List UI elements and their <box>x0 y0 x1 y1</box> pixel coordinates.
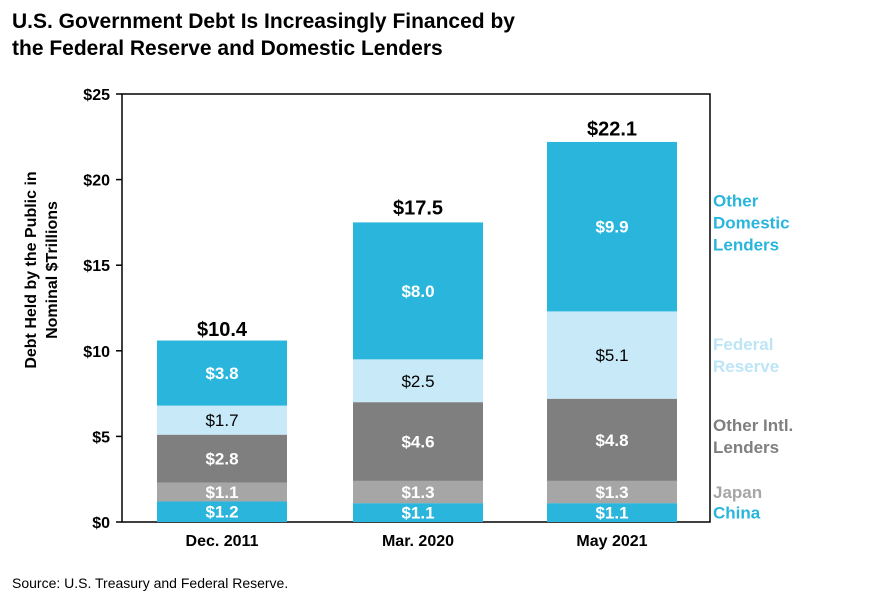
legend-label-federal_reserve: Federal Reserve <box>713 335 779 376</box>
bar-segment-other_intl <box>353 402 483 481</box>
chart-title-line-1: U.S. Government Debt Is Increasingly Fin… <box>12 10 515 33</box>
legend-label-china: China <box>713 504 761 523</box>
source-note: Source: U.S. Treasury and Federal Reserv… <box>12 575 289 591</box>
bar-segment-china <box>157 501 287 522</box>
x-tick-label: Mar. 2020 <box>382 533 454 550</box>
bar-segment-china <box>547 503 677 522</box>
bar-segment-japan <box>157 482 287 502</box>
total-label: $22.1 <box>587 119 637 141</box>
bar-segment-china <box>353 503 483 522</box>
data-label-china: $1.1 <box>595 504 628 523</box>
y-tick-label: $25 <box>83 87 110 104</box>
total-label: $10.4 <box>197 319 248 341</box>
data-label-federal_reserve: $1.7 <box>205 411 238 430</box>
y-tick-label: $0 <box>92 515 110 532</box>
y-axis-label: Debt Held by the Public in Nominal $Trill… <box>23 171 61 368</box>
bar-segment-federal_reserve <box>353 359 483 403</box>
bar-segment-other_intl <box>547 398 677 481</box>
legend-label-other_domestic: Other Domestic Lenders <box>713 192 790 255</box>
y-tick-label: $5 <box>92 429 110 446</box>
bar-segment-japan <box>547 480 677 504</box>
x-tick-label: May 2021 <box>576 533 647 550</box>
chart-title-line-2: the Federal Reserve and Domestic Lenders <box>12 37 443 60</box>
legend-label-japan: Japan <box>713 483 762 502</box>
data-label-china: $1.2 <box>205 503 238 522</box>
y-tick-label: $20 <box>83 173 110 190</box>
bar-segment-federal_reserve <box>547 311 677 399</box>
data-label-other_intl: $2.8 <box>205 450 238 469</box>
bar-segment-japan <box>353 480 483 504</box>
legend-label-other_intl: Other Intl. Lenders <box>713 416 793 457</box>
bar-segment-other_intl <box>157 434 287 483</box>
data-label-china: $1.1 <box>401 504 434 523</box>
data-label-other_domestic: $3.8 <box>205 364 238 383</box>
data-label-other_domestic: $8.0 <box>401 282 434 301</box>
data-label-japan: $1.3 <box>401 483 434 502</box>
y-tick-label: $15 <box>83 258 110 275</box>
data-label-other_domestic: $9.9 <box>595 218 628 237</box>
total-label: $17.5 <box>393 197 443 219</box>
bar-segment-other_domestic <box>353 222 483 360</box>
chart-title: U.S. Government Debt Is Increasingly Fin… <box>12 8 712 62</box>
data-label-japan: $1.3 <box>595 483 628 502</box>
data-label-federal_reserve: $2.5 <box>401 372 434 391</box>
bar-segment-federal_reserve <box>157 405 287 435</box>
bar-segment-other_domestic <box>547 141 677 312</box>
data-label-japan: $1.1 <box>205 483 238 502</box>
bar-segment-other_domestic <box>157 340 287 406</box>
y-tick-label: $10 <box>83 344 110 361</box>
x-tick-label: Dec. 2011 <box>186 533 259 550</box>
data-label-federal_reserve: $5.1 <box>595 346 628 365</box>
data-label-other_intl: $4.6 <box>401 433 434 452</box>
data-label-other_intl: $4.8 <box>595 431 628 450</box>
